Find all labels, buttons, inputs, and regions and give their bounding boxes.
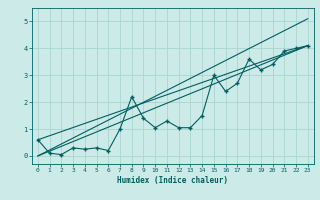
X-axis label: Humidex (Indice chaleur): Humidex (Indice chaleur) [117, 176, 228, 185]
